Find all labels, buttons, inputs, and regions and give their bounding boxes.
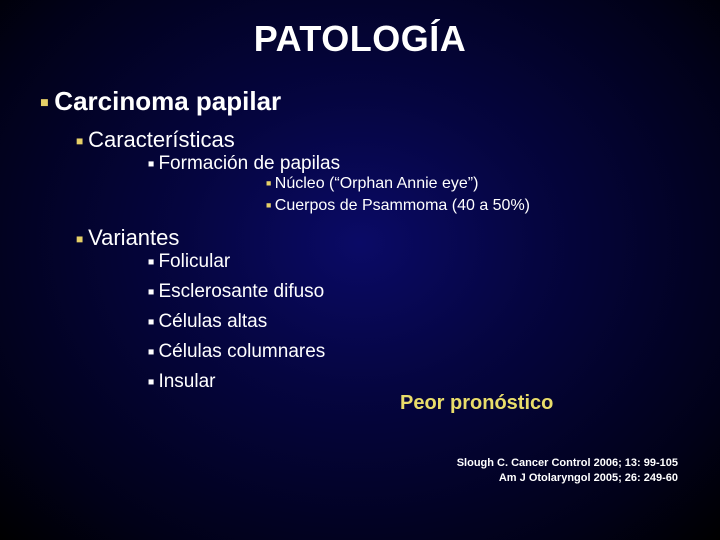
lvl3-text: Formación de papilas	[158, 153, 340, 174]
lvl3-celulas-columnares: ■ Células columnares	[148, 341, 680, 363]
reference-line: Slough C. Cancer Control 2006; 13: 99-10…	[457, 456, 678, 471]
lvl3-text: Folicular	[158, 251, 230, 272]
lvl2-variantes: ■ Variantes ■ Folicular ■ Esclerosante difu…	[76, 225, 680, 393]
lvl4-psammoma: ■ Cuerpos de Psammoma (40 a 50%)	[266, 197, 680, 215]
lvl2-text: Características	[88, 127, 235, 152]
square-bullet-icon: ■	[148, 347, 154, 358]
square-bullet-icon: ■	[76, 232, 83, 246]
lvl3-text: Células columnares	[158, 341, 325, 362]
square-bullet-icon: ■	[266, 178, 271, 188]
lvl2-text: Variantes	[88, 225, 179, 250]
outline-root: ■ Carcinoma papilar ■ Características ■ For…	[40, 86, 680, 393]
lvl4-nucleo: ■ Núcleo (“Orphan Annie eye”)	[266, 175, 680, 193]
slide: PATOLOGÍA ■ Carcinoma papilar ■ Caracterís…	[0, 0, 720, 540]
lvl1-text: Carcinoma papilar	[54, 86, 281, 116]
square-bullet-icon: ■	[148, 159, 154, 170]
lvl3-insular: ■ Insular	[148, 371, 680, 393]
lvl1-carcinoma-papilar: ■ Carcinoma papilar ■ Características ■ For…	[40, 86, 680, 393]
lvl3-esclerosante: ■ Esclerosante difuso	[148, 281, 680, 303]
lvl3-folicular: ■ Folicular	[148, 251, 680, 273]
lvl3-text: Insular	[158, 371, 215, 392]
square-bullet-icon: ■	[148, 317, 154, 328]
square-bullet-icon: ■	[148, 287, 154, 298]
lvl4-text: Núcleo (“Orphan Annie eye”)	[275, 175, 479, 192]
lvl4-text: Cuerpos de Psammoma (40 a 50%)	[275, 197, 530, 214]
square-bullet-icon: ■	[40, 95, 49, 111]
square-bullet-icon: ■	[266, 200, 271, 210]
square-bullet-icon: ■	[148, 257, 154, 268]
lvl3-text: Células altas	[158, 311, 267, 332]
lvl2-caracteristicas: ■ Características ■ Formación de papilas ■…	[76, 127, 680, 215]
slide-title: PATOLOGÍA	[40, 18, 680, 60]
lvl3-formacion-papilas: ■ Formación de papilas ■ Núcleo (“Orphan A…	[148, 153, 680, 215]
reference-line: Am J Otolaryngol 2005; 26: 249-60	[457, 471, 678, 486]
references-block: Slough C. Cancer Control 2006; 13: 99-10…	[457, 456, 678, 486]
square-bullet-icon: ■	[76, 134, 83, 148]
square-bullet-icon: ■	[148, 377, 154, 388]
callout-peor-pronostico: Peor pronóstico	[400, 392, 553, 415]
lvl3-text: Esclerosante difuso	[158, 281, 324, 302]
lvl3-celulas-altas: ■ Células altas	[148, 311, 680, 333]
